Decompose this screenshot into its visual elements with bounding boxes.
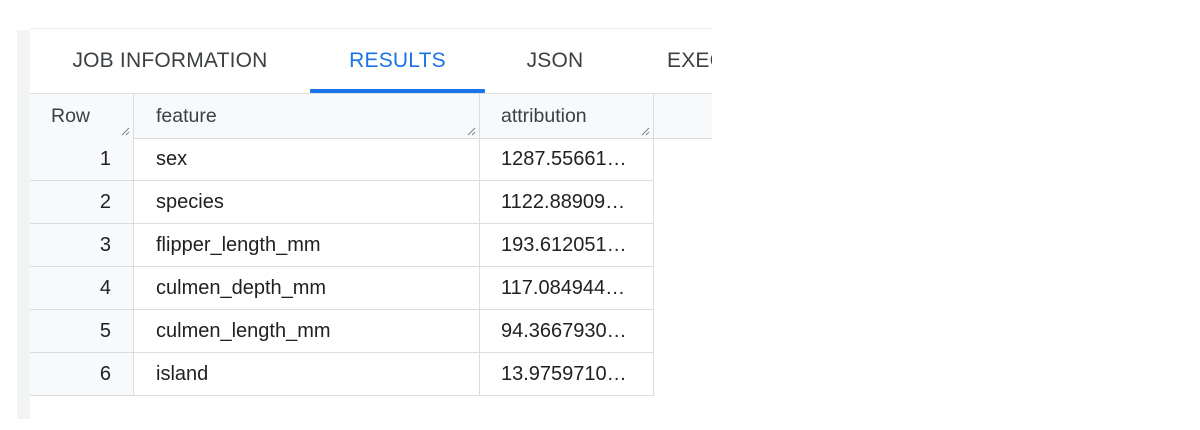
active-tab-indicator (310, 89, 485, 93)
column-header-feature-label: feature (156, 104, 217, 127)
feature-cell[interactable]: culmen_length_mm (134, 310, 480, 352)
feature-cell[interactable]: sex (134, 138, 480, 180)
column-header-attribution[interactable]: attribution (480, 94, 654, 138)
column-header-filler (654, 94, 712, 138)
attribution-cell[interactable]: 1122.88909… (480, 181, 654, 223)
tab-job-information[interactable]: JOB INFORMATION (72, 49, 268, 72)
row-number-cell: 6 (30, 353, 134, 395)
attribution-cell[interactable]: 94.3667930… (480, 310, 654, 352)
table-row[interactable]: 5 culmen_length_mm 94.3667930… (30, 310, 654, 353)
row-number-cell: 3 (30, 224, 134, 266)
feature-cell[interactable]: species (134, 181, 480, 223)
column-header-row-label: Row (51, 104, 91, 127)
attribution-cell[interactable]: 193.612051… (480, 224, 654, 266)
row-number-cell: 2 (30, 181, 134, 223)
column-resize-handle-icon[interactable] (640, 126, 650, 136)
row-number-cell: 5 (30, 310, 134, 352)
feature-cell[interactable]: culmen_depth_mm (134, 267, 480, 309)
tab-results[interactable]: RESULTS (349, 49, 446, 72)
tab-bar: JOB INFORMATION RESULTS JSON EXEC (30, 29, 712, 93)
feature-cell[interactable]: flipper_length_mm (134, 224, 480, 266)
row-number-cell: 4 (30, 267, 134, 309)
table-row[interactable]: 2 species 1122.88909… (30, 181, 654, 224)
feature-cell[interactable]: island (134, 353, 480, 395)
table-row[interactable]: 6 island 13.9759710… (30, 353, 654, 396)
column-header-row[interactable]: Row (30, 94, 134, 138)
results-panel: JOB INFORMATION RESULTS JSON EXEC Row fe… (30, 28, 712, 420)
tab-json[interactable]: JSON (526, 49, 584, 72)
column-resize-handle-icon[interactable] (120, 126, 130, 136)
table-row[interactable]: 3 flipper_length_mm 193.612051… (30, 224, 654, 267)
table-header-row: Row feature attribution (30, 93, 712, 139)
table-row[interactable]: 4 culmen_depth_mm 117.084944… (30, 267, 654, 310)
column-resize-handle-icon[interactable] (466, 126, 476, 136)
column-header-attribution-label: attribution (501, 104, 587, 127)
table-row[interactable]: 1 sex 1287.55661… (30, 138, 654, 181)
attribution-cell[interactable]: 13.9759710… (480, 353, 654, 395)
column-header-feature[interactable]: feature (134, 94, 480, 138)
left-rail (17, 30, 30, 419)
attribution-cell[interactable]: 1287.55661… (480, 138, 654, 180)
attribution-cell[interactable]: 117.084944… (480, 267, 654, 309)
tab-execution-details[interactable]: EXEC (667, 49, 712, 72)
row-number-cell: 1 (30, 138, 134, 180)
